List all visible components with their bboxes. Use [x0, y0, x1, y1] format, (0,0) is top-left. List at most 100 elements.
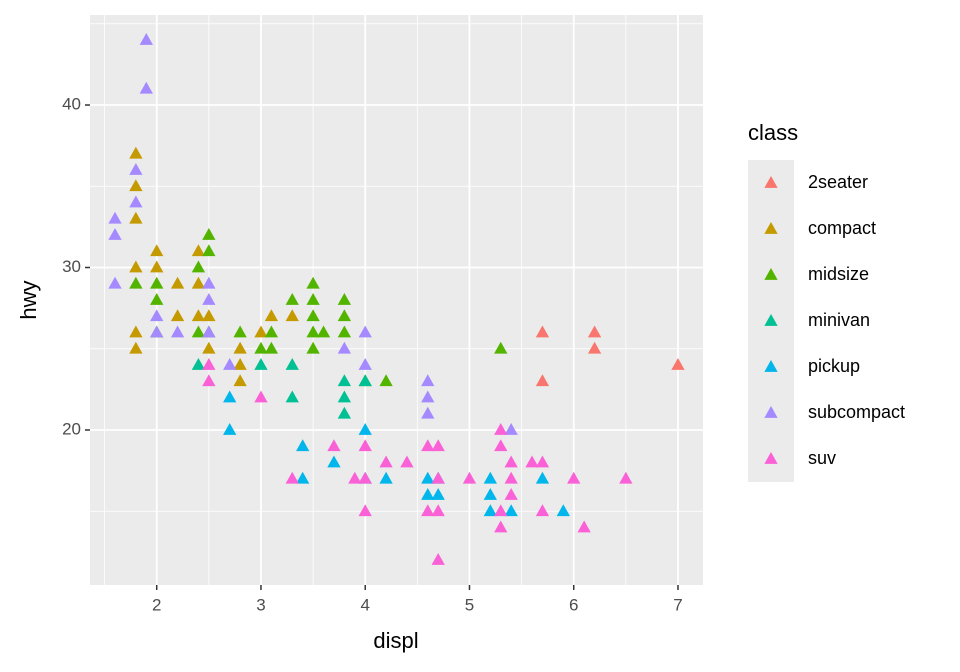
point: [483, 504, 497, 517]
point: [337, 325, 352, 338]
point: [504, 471, 518, 484]
point: [379, 374, 393, 387]
legend-marker: [764, 268, 778, 280]
point: [327, 455, 341, 468]
legend-marker: [764, 314, 778, 326]
point: [285, 471, 299, 484]
point: [150, 260, 164, 273]
point: [202, 244, 216, 257]
point: [129, 276, 143, 289]
point: [285, 357, 299, 370]
point: [202, 341, 216, 354]
legend-label: suv: [808, 448, 836, 468]
point: [535, 455, 550, 468]
y-tick-label: 20: [62, 419, 81, 438]
point: [504, 487, 518, 500]
point: [285, 309, 299, 322]
point: [358, 357, 372, 370]
y-tick-label: 30: [62, 257, 81, 276]
point: [379, 455, 393, 468]
point: [191, 325, 206, 338]
point: [108, 228, 122, 240]
point: [129, 341, 143, 354]
point: [254, 341, 268, 354]
points: [108, 33, 685, 565]
point: [108, 276, 122, 289]
point: [202, 357, 216, 370]
point: [306, 325, 320, 338]
point: [358, 439, 372, 452]
point: [379, 471, 393, 484]
point: [129, 146, 143, 159]
point: [139, 81, 153, 94]
x-tick-label: 2: [152, 595, 161, 614]
point: [421, 439, 435, 452]
legend-label: minivan: [808, 310, 870, 330]
point: [348, 471, 362, 484]
point: [421, 390, 435, 403]
point: [431, 471, 445, 484]
point: [129, 325, 143, 338]
point: [535, 325, 550, 338]
point: [285, 390, 299, 403]
point: [139, 33, 153, 45]
point: [337, 309, 352, 322]
point: [202, 276, 216, 289]
x-tick-label: 6: [569, 595, 578, 614]
point: [306, 293, 320, 305]
point: [306, 276, 320, 289]
legend-title: class: [748, 120, 798, 145]
legend-label: 2seater: [808, 172, 868, 192]
point: [327, 439, 341, 452]
point: [150, 276, 164, 289]
point: [494, 504, 508, 517]
legend-marker: [764, 360, 778, 372]
point: [191, 309, 206, 322]
point: [233, 325, 247, 338]
point: [494, 341, 508, 354]
point: [358, 422, 372, 435]
axes: 2 3 4 5 6 7 20 30 40: [62, 95, 683, 615]
point: [150, 309, 164, 322]
point: [337, 341, 352, 354]
point: [431, 439, 445, 452]
point: [170, 309, 185, 322]
point: [129, 179, 143, 192]
point: [191, 260, 206, 273]
point: [400, 455, 414, 468]
point: [494, 439, 508, 452]
point: [223, 357, 237, 370]
point: [587, 325, 602, 338]
point: [306, 341, 320, 354]
point: [337, 293, 352, 305]
point: [431, 487, 445, 500]
point: [202, 309, 216, 322]
point: [483, 471, 497, 484]
point: [202, 325, 216, 338]
x-tick-label: 5: [465, 595, 474, 614]
grid: [90, 15, 703, 585]
point: [254, 390, 268, 403]
point: [264, 325, 279, 338]
point: [129, 260, 143, 273]
point: [535, 504, 550, 517]
point: [108, 211, 122, 224]
point: [191, 244, 206, 257]
x-tick-label: 7: [673, 595, 682, 614]
x-axis-title: displ: [373, 628, 418, 653]
point: [233, 374, 247, 387]
point: [233, 357, 247, 370]
point: [202, 228, 216, 240]
legend-marker: [764, 452, 778, 464]
point: [306, 309, 320, 322]
point: [358, 374, 372, 387]
point: [504, 504, 518, 517]
legend-label: compact: [808, 218, 876, 238]
x-tick-label: 3: [256, 595, 265, 614]
point: [150, 244, 164, 257]
point: [264, 309, 279, 322]
point: [431, 552, 445, 565]
point: [577, 520, 591, 533]
legend-label: midsize: [808, 264, 869, 284]
